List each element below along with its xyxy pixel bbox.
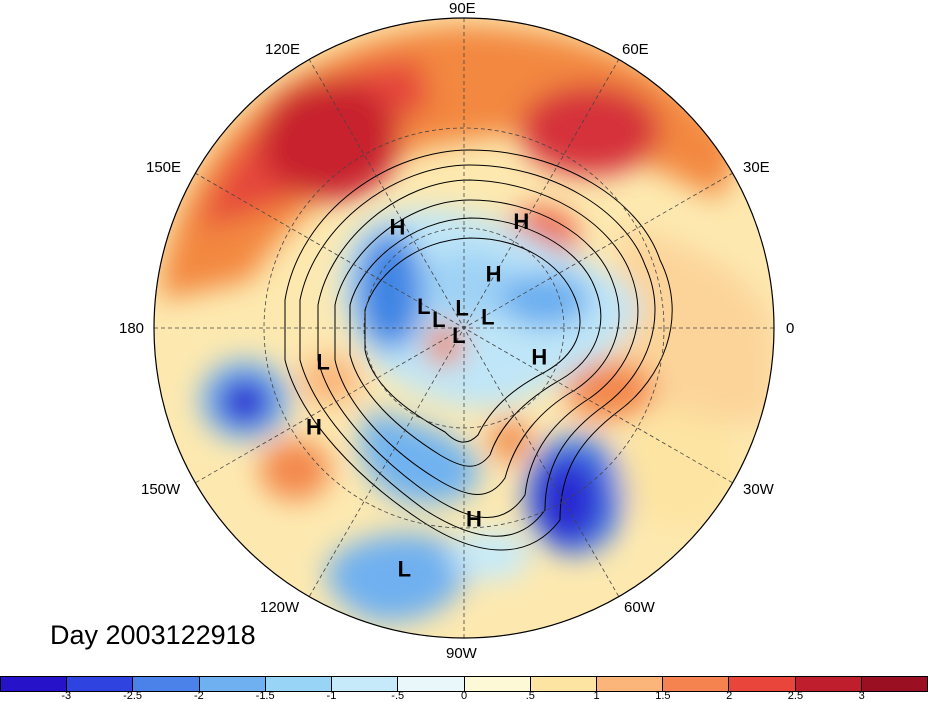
colorbar-segment bbox=[663, 677, 730, 691]
colorbar-tick-label: -1 bbox=[326, 690, 337, 702]
colorbar bbox=[0, 676, 928, 692]
longitude-label-60e: 60E bbox=[622, 41, 649, 58]
colorbar-segment bbox=[265, 677, 333, 691]
colorbar-segment bbox=[729, 677, 796, 691]
colorbar-segment bbox=[199, 677, 266, 691]
graticule bbox=[154, 18, 774, 638]
pressure-center-h: H bbox=[390, 215, 406, 240]
colorbar-segment bbox=[0, 677, 68, 691]
longitude-label-90w: 90W bbox=[446, 645, 477, 662]
colorbar-tick-label: .5 bbox=[525, 690, 535, 702]
colorbar-tick-label: 1.5 bbox=[655, 690, 671, 702]
pressure-center-l: L bbox=[452, 323, 465, 348]
colorbar-tick-label: 1 bbox=[593, 690, 600, 702]
longitude-label-60w: 60W bbox=[624, 599, 655, 616]
colorbar-segment bbox=[67, 677, 134, 691]
longitude-label-30w: 30W bbox=[743, 481, 774, 498]
longitude-label-150w: 150W bbox=[141, 481, 181, 498]
pressure-center-h: H bbox=[513, 209, 529, 234]
colorbar-tick-label: -3 bbox=[61, 690, 72, 702]
colorbar-tick-label: -2.5 bbox=[123, 690, 143, 702]
colorbar-tick-label: -.5 bbox=[391, 690, 405, 702]
contour-lines bbox=[284, 149, 673, 551]
pressure-center-l: L bbox=[432, 307, 445, 332]
longitude-label-150e: 150E bbox=[146, 159, 182, 176]
colorbar-segment bbox=[133, 677, 200, 691]
anomaly-field bbox=[154, 18, 774, 638]
longitude-label-0: 0 bbox=[786, 320, 795, 337]
pressure-center-l: L bbox=[398, 556, 411, 581]
colorbar-tick-label: 0 bbox=[460, 690, 468, 702]
longitude-label-90e: 90E bbox=[449, 0, 476, 17]
day-label: Day 2003122918 bbox=[50, 620, 256, 650]
colorbar-tick-label: 2 bbox=[726, 690, 733, 702]
pressure-center-h: H bbox=[486, 261, 502, 286]
longitude-label-120e: 120E bbox=[265, 41, 301, 58]
colorbar-segment bbox=[398, 677, 465, 691]
pressure-center-l: L bbox=[455, 295, 468, 320]
colorbar-segment bbox=[795, 677, 862, 691]
colorbar-tick-label: -2 bbox=[193, 690, 204, 702]
colorbar-segment bbox=[861, 677, 928, 691]
colorbar-segment bbox=[530, 677, 597, 691]
pressure-center-h: H bbox=[466, 507, 482, 532]
colorbar-tick-label: 2.5 bbox=[787, 690, 804, 702]
colorbar-segment bbox=[332, 677, 399, 691]
pressure-center-l: L bbox=[417, 294, 430, 319]
longitude-label-120w: 120W bbox=[260, 599, 300, 616]
pressure-center-h: H bbox=[306, 415, 322, 440]
colorbar-segment bbox=[464, 677, 531, 691]
colorbar-tick-label: -1.5 bbox=[255, 690, 275, 702]
map-boundary bbox=[153, 17, 775, 639]
colorbar-tick-label: 3 bbox=[858, 690, 865, 702]
colorbar-segment bbox=[596, 677, 664, 691]
pressure-center-l: L bbox=[316, 350, 329, 375]
longitude-label-180: 180 bbox=[119, 320, 145, 337]
longitude-label-30e: 30E bbox=[743, 159, 770, 176]
pressure-center-l: L bbox=[481, 304, 494, 329]
pressure-center-h: H bbox=[531, 344, 547, 369]
